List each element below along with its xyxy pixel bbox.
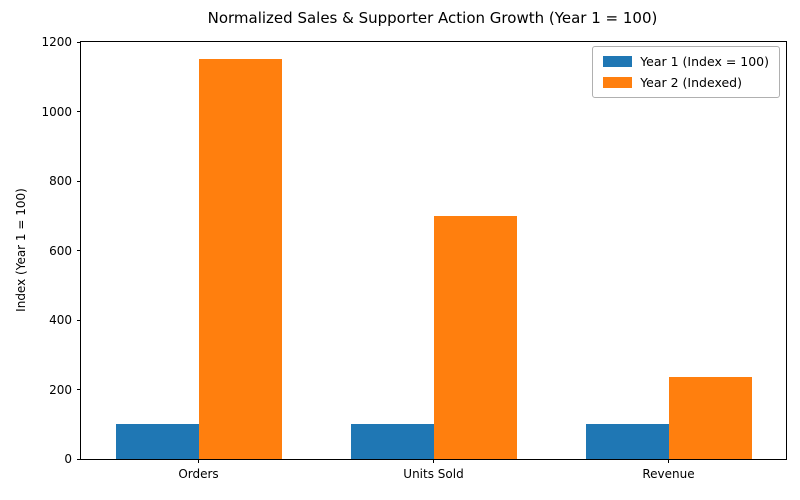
legend: Year 1 (Index = 100) Year 2 (Indexed) <box>592 46 780 98</box>
x-tick-mark <box>198 459 199 463</box>
legend-swatch <box>603 77 633 88</box>
chart-title: Normalized Sales & Supporter Action Grow… <box>207 9 658 27</box>
legend-label: Year 2 (Indexed) <box>640 75 742 90</box>
y-tick-mark <box>77 111 81 112</box>
plot-area: 0 200 400 600 800 1000 1200 Orders Units Sold Re… <box>41 35 787 481</box>
y-tick-mark <box>77 41 81 43</box>
y-tick-mark <box>77 180 81 182</box>
x-tick-label: Orders <box>178 467 219 481</box>
y-tick-mark <box>77 389 81 390</box>
y-tick-label: 200 <box>49 382 72 397</box>
y-tick-mark <box>77 458 81 460</box>
bar <box>433 215 517 459</box>
bar <box>585 424 669 459</box>
y-tick-label: 400 <box>49 313 72 327</box>
y-tick-label: 1200 <box>41 35 72 49</box>
y-tick-label: 800 <box>49 174 72 188</box>
x-tick-label: Revenue <box>642 467 695 481</box>
legend-item: Year 1 (Index = 100) <box>603 54 769 69</box>
y-tick-label: 1000 <box>41 104 72 119</box>
y-tick-label: 0 <box>64 452 72 466</box>
y-tick-mark <box>77 319 81 321</box>
bar <box>668 377 752 459</box>
y-axis-label: Index (Year 1 = 100) <box>14 188 28 312</box>
y-tick-label: 600 <box>49 243 72 258</box>
legend-item: Year 2 (Indexed) <box>603 75 769 90</box>
x-tick-mark <box>668 459 669 463</box>
bar <box>115 424 199 459</box>
legend-label: Year 1 (Index = 100) <box>640 54 769 69</box>
legend-swatch <box>603 56 633 67</box>
x-tick-label: Units Sold <box>403 467 464 481</box>
x-tick-mark <box>433 459 434 463</box>
bar <box>198 59 282 459</box>
bar <box>350 424 434 459</box>
y-tick-mark <box>77 250 81 251</box>
